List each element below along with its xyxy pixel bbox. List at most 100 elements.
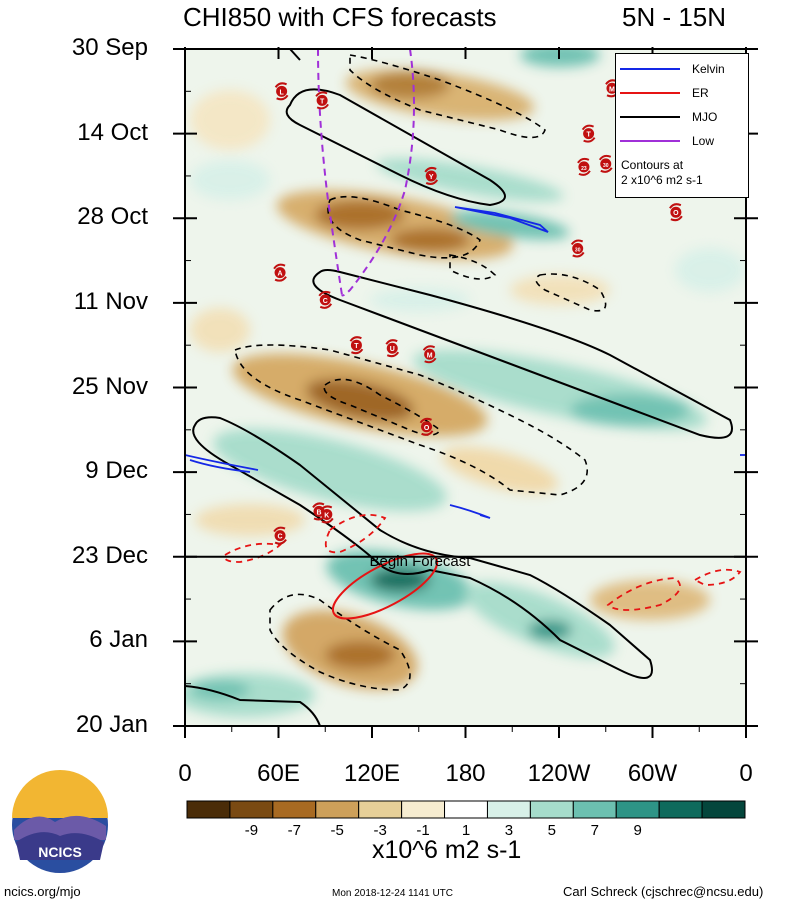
storm-marker: O	[419, 417, 434, 436]
storm-tail	[319, 303, 333, 309]
colorbar-swatch	[401, 800, 446, 819]
colorbar-tick-label: 3	[504, 822, 514, 839]
storm-marker: L	[274, 82, 289, 101]
x-tick-label: 120E	[343, 760, 401, 787]
footer-author: Carl Schreck (cjschrec@ncsu.edu)	[563, 884, 764, 899]
chart-title: CHI850 with CFS forecasts	[183, 2, 497, 32]
footer-url: ncics.org/mjo	[4, 884, 81, 899]
y-tick-label: 23 Dec	[71, 541, 148, 569]
suppressed-contours	[234, 54, 607, 691]
y-tick-label: 25 Nov	[71, 372, 148, 400]
storm-label: U	[390, 346, 395, 353]
storm-tail	[349, 336, 362, 342]
storm-tail	[577, 157, 590, 164]
region-label: 5N - 15N	[622, 2, 727, 32]
storm-label: O	[673, 210, 679, 217]
storm-tail	[424, 166, 437, 173]
logo-text: NCICS	[38, 844, 82, 860]
storm-marker: Y	[424, 166, 439, 185]
storm-icon	[386, 342, 398, 354]
storm-marker: 30	[570, 239, 585, 258]
storm-label: 23	[581, 166, 587, 172]
legend-label: Kelvin	[692, 62, 725, 76]
legend-item-er: ER	[620, 86, 746, 100]
x-tick-label: 60W	[627, 760, 678, 787]
legend-note-line2: 2 x10^6 m2 s-1	[621, 173, 703, 187]
storm-tail	[274, 82, 288, 88]
storm-icon	[276, 85, 288, 97]
storm-icon	[274, 530, 286, 542]
storm-marker: A	[273, 263, 287, 282]
storm-tail	[321, 517, 334, 524]
storm-icon	[670, 206, 682, 218]
storm-tail	[274, 276, 287, 282]
storm-tail	[600, 167, 613, 173]
axis-ticks	[173, 47, 758, 738]
storm-label: B	[316, 509, 321, 516]
storm-tail	[419, 417, 432, 424]
legend-label: ER	[692, 86, 709, 100]
storm-tail	[570, 239, 584, 246]
storm-tail	[273, 263, 286, 270]
storm-icon	[274, 267, 286, 279]
legend: Kelvin ER MJO Low Contours at 2 x10^6 m2…	[615, 53, 749, 198]
storm-tail	[421, 430, 434, 436]
storm-marker: 23	[577, 157, 591, 176]
legend-note-line1: Contours at	[621, 158, 684, 172]
storm-tail	[319, 505, 333, 512]
colorbar-swatch	[272, 800, 317, 819]
storm-icon	[316, 94, 328, 106]
colorbar-tick-label: -5	[330, 822, 344, 839]
storm-label: T	[354, 343, 359, 350]
storm-marker: T	[349, 336, 364, 355]
storm-tail	[273, 526, 286, 533]
storm-label: A	[278, 271, 283, 278]
y-tick-label: 11 Nov	[73, 287, 148, 315]
storm-marker: O	[669, 203, 683, 222]
storm-label: T	[320, 98, 325, 105]
storm-icon	[321, 508, 333, 520]
storm-icon	[583, 128, 595, 140]
storm-label: C	[278, 534, 283, 541]
storm-label: 30	[603, 163, 609, 169]
low-contours	[317, 49, 415, 297]
storm-tail	[276, 94, 289, 101]
storm-tail	[316, 103, 329, 110]
storm-tail	[578, 170, 591, 176]
storm-tail	[312, 502, 325, 509]
storm-label: M	[609, 86, 615, 93]
legend-item-mjo: MJO	[620, 110, 746, 124]
storm-icon	[421, 421, 433, 433]
storm-marker: U	[385, 339, 400, 358]
storm-label: L	[279, 89, 284, 96]
storm-marker: K	[319, 505, 334, 524]
er-forecast-contour	[331, 552, 439, 620]
colorbar-swatch	[529, 800, 574, 819]
x-tick-label: 120W	[527, 760, 591, 787]
x-tick-label: 60E	[257, 760, 300, 787]
storm-tail	[425, 179, 439, 185]
storm-icon	[572, 242, 584, 254]
storm-tail	[583, 137, 596, 143]
storm-tail	[424, 357, 437, 364]
storm-label: Y	[429, 174, 434, 181]
forecast-label: Begin Forecast	[370, 553, 472, 570]
colorbar-swatch	[615, 800, 660, 819]
colorbar-tick-label: -9	[244, 822, 259, 839]
colorbar-tick-label: 5	[547, 822, 557, 839]
y-tick-label: 28 Oct	[77, 203, 148, 231]
storm-marker: C	[318, 290, 333, 309]
x-tick-label: 0	[178, 760, 192, 787]
legend-swatch	[620, 116, 680, 118]
storm-marker: 30	[598, 154, 613, 173]
colorbar-swatch	[186, 800, 231, 819]
ncics-logo	[12, 770, 108, 873]
colorbar-swatch	[572, 800, 617, 819]
legend-swatch	[620, 140, 680, 142]
kelvin-contours	[185, 206, 746, 519]
y-tick-label: 6 Jan	[89, 626, 148, 654]
storm-tail	[318, 290, 331, 297]
colorbar-swatch	[315, 800, 360, 819]
storm-markers: L T Y A C T U M O B K C M T 23 30 O 30	[273, 79, 683, 545]
